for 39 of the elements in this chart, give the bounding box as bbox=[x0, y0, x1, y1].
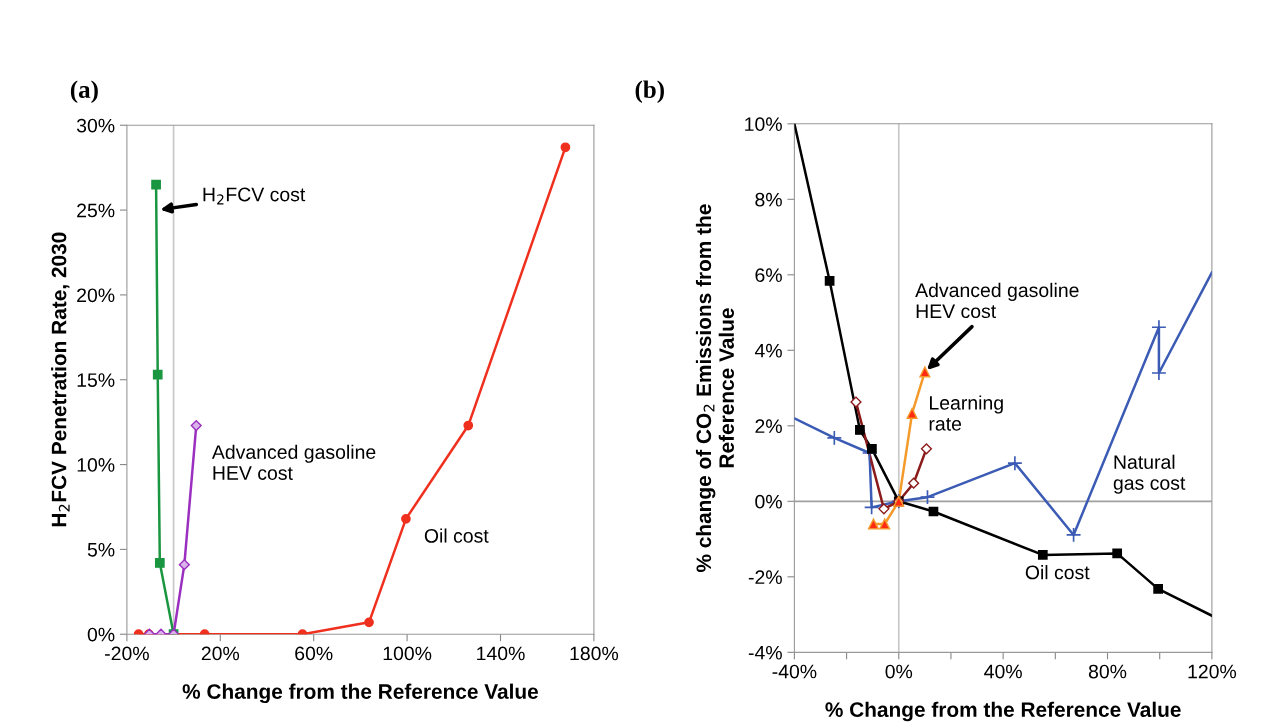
x-tick-label: 180% bbox=[570, 646, 619, 661]
annotation: Oil cost bbox=[1025, 565, 1090, 580]
x-tick-label: -40% bbox=[772, 664, 817, 679]
y-tick-label: 5% bbox=[87, 542, 115, 557]
y-tick-label: 8% bbox=[755, 192, 782, 207]
y-tick-label: 6% bbox=[755, 268, 782, 283]
y-tick-label: -4% bbox=[748, 645, 782, 660]
annotation: H$_{2}$FCV cost bbox=[203, 187, 306, 205]
y-tick-label: 15% bbox=[77, 373, 115, 387]
y-tick-label: 20% bbox=[77, 288, 115, 303]
y-tick-label: 10% bbox=[745, 117, 782, 132]
text: (b) bbox=[635, 80, 664, 104]
x-tick-label: 140% bbox=[477, 646, 525, 661]
x-tick-label: 100% bbox=[383, 646, 432, 661]
y-tick-label: 4% bbox=[754, 343, 782, 358]
y-axis-title: % change of CO$_{2}$ Emissions from the Reference Value bbox=[695, 204, 734, 573]
y-tick-label: 10% bbox=[77, 458, 115, 472]
x-tick-label: 0% bbox=[885, 664, 913, 679]
x-tick-label: 40% bbox=[984, 664, 1022, 679]
x-tick-label: 20% bbox=[201, 646, 240, 661]
y-tick-label: -2% bbox=[748, 570, 782, 584]
x-tick-label: 60% bbox=[295, 646, 333, 661]
x-tick-label: 120% bbox=[1188, 664, 1237, 679]
x-axis-title: % Change from the Reference Value bbox=[182, 683, 538, 704]
y-axis-title: H$_{2}$FCV Penetration Rate, 2030 bbox=[51, 232, 70, 527]
annotation: Advanced gasoline HEV cost bbox=[915, 282, 1079, 319]
text: (a) bbox=[70, 80, 98, 104]
annotation: Natural gas cost bbox=[1113, 454, 1186, 494]
y-tick-label: 0% bbox=[755, 494, 782, 509]
x-axis-title: % Change from the Reference Value bbox=[825, 701, 1181, 722]
annotation: Learning rate bbox=[929, 395, 1003, 431]
x-tick-label: -20% bbox=[105, 646, 149, 661]
y-tick-label: 0% bbox=[87, 627, 115, 642]
x-tick-label: 80% bbox=[1088, 664, 1127, 679]
y-tick-label: 30% bbox=[76, 118, 115, 133]
annotation: Oil cost bbox=[424, 528, 489, 543]
y-tick-label: 2% bbox=[755, 419, 782, 433]
annotation: Advanced gasoline HEV cost bbox=[211, 444, 376, 480]
y-tick-label: 25% bbox=[77, 203, 115, 218]
